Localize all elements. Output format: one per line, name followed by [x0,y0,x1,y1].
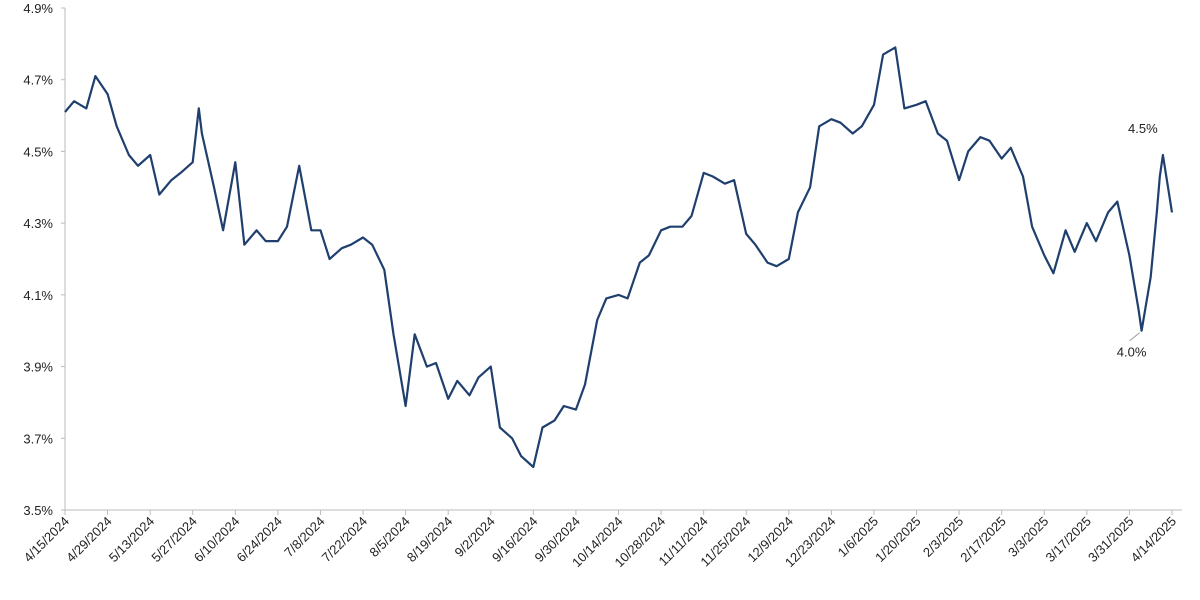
x-tick-label: 3/17/2025 [1042,514,1094,566]
x-tick-label: 1/20/2025 [872,514,924,566]
y-tick-label: 4.5% [23,144,53,159]
x-tick-label: 5/27/2024 [148,514,200,566]
x-tick-label: 4/14/2025 [1128,514,1180,566]
y-tick-label: 3.5% [23,503,53,518]
x-tick-label: 6/10/2024 [191,514,243,566]
x-tick-label: 2/17/2025 [957,514,1009,566]
y-tick-label: 3.7% [23,431,53,446]
x-tick-label: 7/22/2024 [319,514,371,566]
x-tick-label: 6/24/2024 [233,514,285,566]
x-tick-label: 4/15/2024 [21,514,73,566]
x-tick-label: 4/29/2024 [63,514,115,566]
y-tick-label: 3.9% [23,360,53,375]
y-tick-label: 4.3% [23,216,53,231]
y-tick-label: 4.7% [23,73,53,88]
x-tick-label: 5/13/2024 [106,514,158,566]
line-series [64,46,1174,469]
x-tick-label: 3/31/2025 [1085,514,1137,566]
annotation: 4.5% [1128,121,1158,136]
x-tick-label: 8/19/2024 [404,514,456,566]
annotation-leader [1129,332,1140,342]
y-tick-label: 4.1% [23,288,53,303]
annotation: 4.0% [1117,345,1147,360]
x-tick-label: 9/16/2024 [489,514,541,566]
y-tick-label: 4.9% [23,1,53,16]
